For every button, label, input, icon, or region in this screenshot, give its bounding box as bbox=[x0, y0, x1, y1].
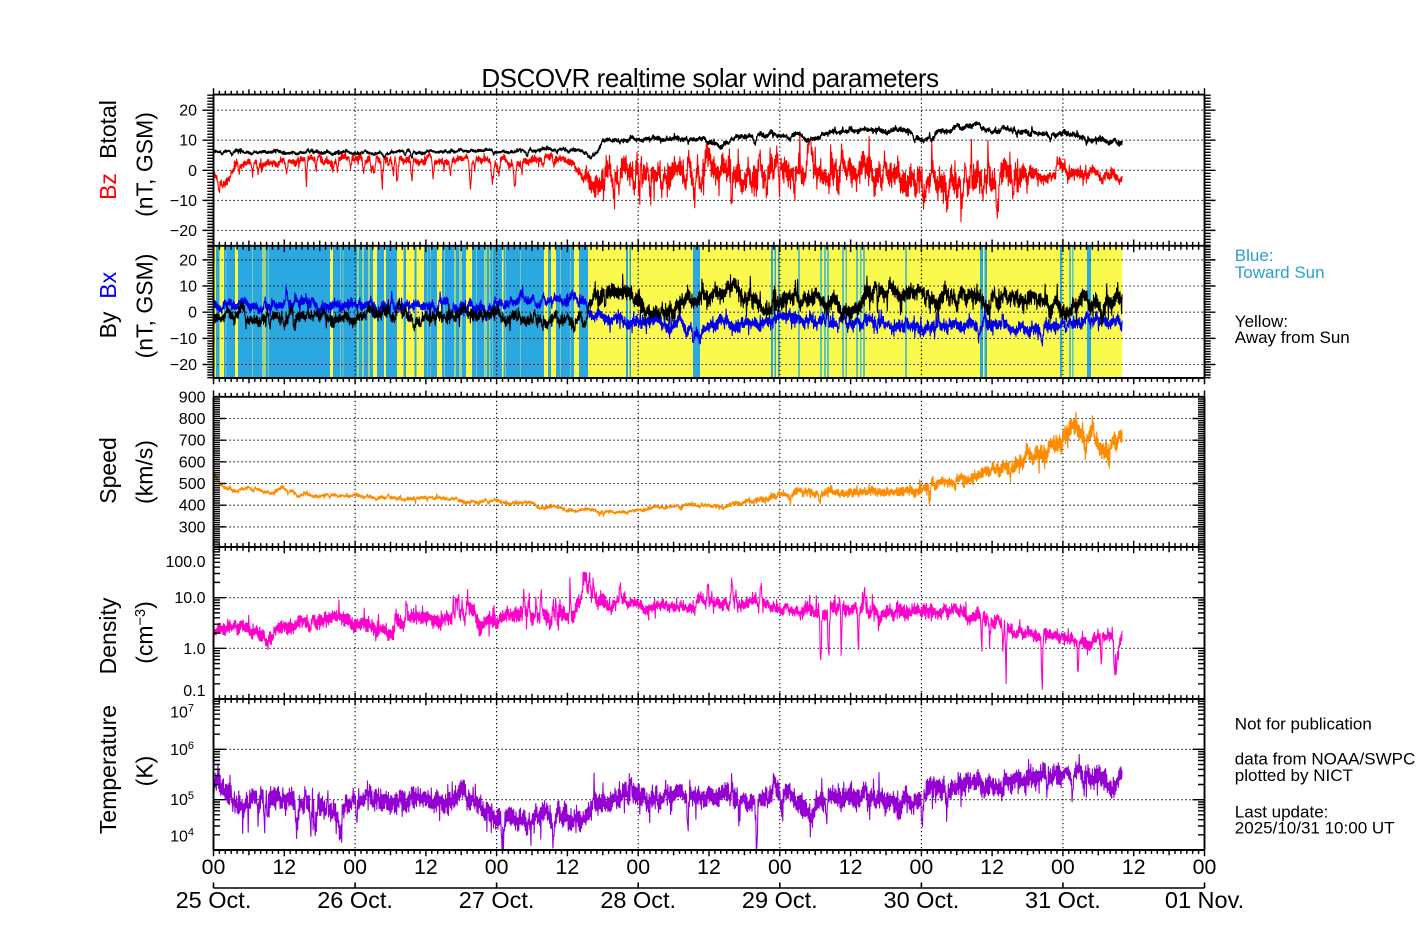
svg-text:−20: −20 bbox=[170, 223, 197, 240]
svg-text:(nT, GSM): (nT, GSM) bbox=[132, 112, 158, 217]
svg-text:29 Oct.: 29 Oct. bbox=[742, 887, 818, 913]
svg-text:00: 00 bbox=[910, 855, 934, 879]
svg-text:Yellow:: Yellow: bbox=[1235, 312, 1288, 331]
svg-text:00: 00 bbox=[626, 855, 650, 879]
svg-text:12: 12 bbox=[272, 855, 296, 879]
svg-text:01 Nov.: 01 Nov. bbox=[1165, 887, 1244, 913]
svg-text:00: 00 bbox=[343, 855, 367, 879]
svg-text:12: 12 bbox=[556, 855, 580, 879]
svg-text:31 Oct.: 31 Oct. bbox=[1025, 887, 1101, 913]
svg-text:Density: Density bbox=[95, 597, 121, 674]
svg-text:data from NOAA/SWPC: data from NOAA/SWPC bbox=[1235, 749, 1415, 768]
svg-text:(km/s): (km/s) bbox=[132, 440, 158, 504]
svg-text:Speed: Speed bbox=[95, 437, 121, 504]
svg-text:10.0: 10.0 bbox=[174, 590, 205, 607]
svg-text:Temperature: Temperature bbox=[95, 705, 121, 834]
svg-text:400: 400 bbox=[179, 498, 206, 515]
svg-text:plotted by NICT: plotted by NICT bbox=[1235, 766, 1353, 785]
svg-text:00: 00 bbox=[202, 855, 226, 879]
svg-text:10: 10 bbox=[179, 279, 197, 296]
svg-text:Blue:: Blue: bbox=[1235, 246, 1274, 265]
svg-text:DSCOVR realtime solar wind par: DSCOVR realtime solar wind parameters bbox=[481, 63, 939, 93]
svg-text:00: 00 bbox=[485, 855, 509, 879]
svg-text:−10: −10 bbox=[170, 331, 197, 348]
svg-text:Not for publication: Not for publication bbox=[1235, 714, 1372, 733]
svg-text:0: 0 bbox=[188, 163, 197, 180]
svg-text:12: 12 bbox=[697, 855, 721, 879]
svg-text:(K): (K) bbox=[132, 756, 158, 787]
svg-text:Toward Sun: Toward Sun bbox=[1235, 263, 1325, 282]
svg-text:700: 700 bbox=[179, 433, 206, 450]
svg-text:Bz: Bz bbox=[95, 173, 121, 200]
svg-text:12: 12 bbox=[839, 855, 863, 879]
svg-text:20: 20 bbox=[179, 252, 197, 269]
svg-text:500: 500 bbox=[179, 476, 206, 493]
svg-text:28 Oct.: 28 Oct. bbox=[600, 887, 676, 913]
svg-text:600: 600 bbox=[179, 454, 206, 471]
svg-text:900: 900 bbox=[179, 389, 206, 406]
svg-text:(nT, GSM): (nT, GSM) bbox=[132, 254, 158, 359]
svg-text:Last update:: Last update: bbox=[1235, 803, 1329, 822]
svg-text:0: 0 bbox=[188, 305, 197, 322]
svg-text:00: 00 bbox=[1051, 855, 1075, 879]
svg-text:Btotal: Btotal bbox=[95, 100, 121, 159]
svg-text:300: 300 bbox=[179, 519, 206, 536]
svg-text:00: 00 bbox=[1193, 855, 1217, 879]
svg-text:00: 00 bbox=[768, 855, 792, 879]
svg-text:30 Oct.: 30 Oct. bbox=[884, 887, 960, 913]
svg-text:By: By bbox=[95, 311, 121, 338]
svg-text:0.1: 0.1 bbox=[183, 683, 205, 700]
svg-text:10: 10 bbox=[179, 133, 197, 150]
svg-text:20: 20 bbox=[179, 103, 197, 120]
svg-text:12: 12 bbox=[1122, 855, 1146, 879]
svg-text:Away from Sun: Away from Sun bbox=[1235, 328, 1350, 347]
svg-text:1.0: 1.0 bbox=[183, 641, 205, 658]
svg-text:12: 12 bbox=[414, 855, 438, 879]
svg-text:−20: −20 bbox=[170, 357, 197, 374]
svg-text:100.0: 100.0 bbox=[165, 554, 205, 571]
svg-text:27 Oct.: 27 Oct. bbox=[459, 887, 535, 913]
svg-text:800: 800 bbox=[179, 411, 206, 428]
svg-text:Bx: Bx bbox=[95, 271, 121, 298]
svg-text:−10: −10 bbox=[170, 193, 197, 210]
svg-text:25 Oct.: 25 Oct. bbox=[176, 887, 252, 913]
svg-text:2025/10/31 10:00 UT: 2025/10/31 10:00 UT bbox=[1235, 818, 1395, 837]
svg-text:12: 12 bbox=[980, 855, 1004, 879]
svg-text:26 Oct.: 26 Oct. bbox=[317, 887, 393, 913]
